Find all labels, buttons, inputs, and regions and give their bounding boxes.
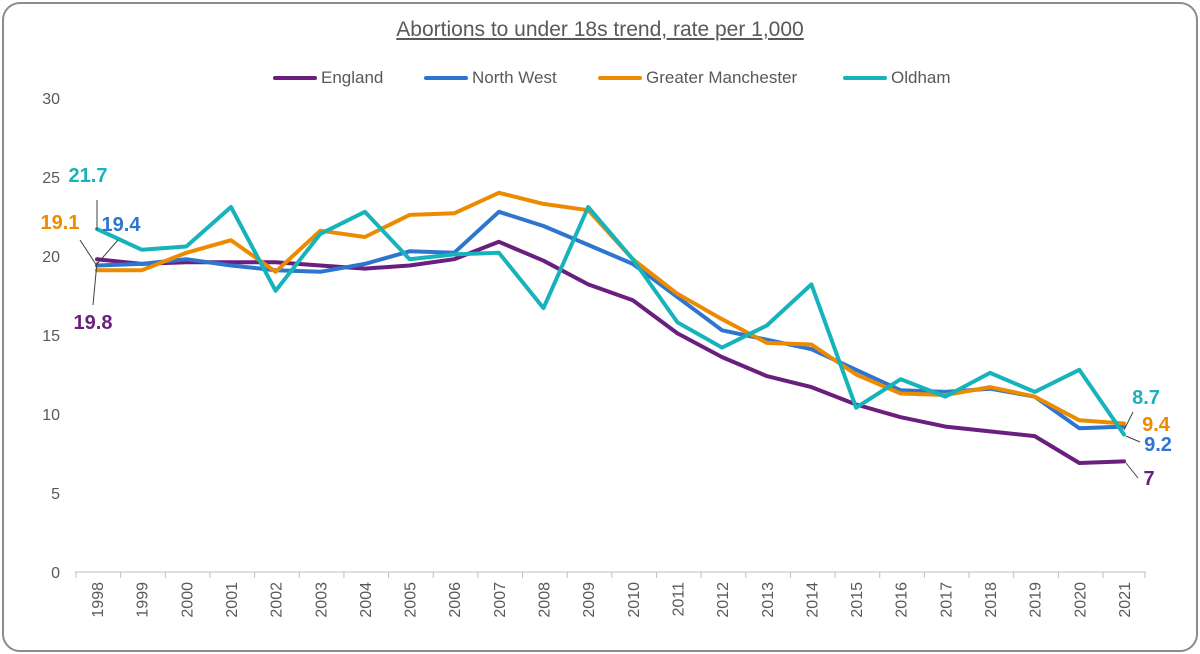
x-tick-label: 2014 (804, 582, 821, 618)
x-tick-label: 2000 (179, 582, 196, 618)
x-tick-label: 1998 (90, 582, 107, 618)
y-tick-label: 30 (42, 91, 60, 108)
x-tick-label: 2001 (224, 582, 241, 618)
data-label-oldham-2021: 8.7 (1132, 387, 1160, 409)
y-tick-label: 10 (42, 407, 60, 424)
legend-item-england: England (273, 67, 383, 89)
data-label-leader (1123, 411, 1134, 431)
legend-label-greater-manchester: Greater Manchester (646, 68, 798, 87)
legend-swatch-greater-manchester (598, 76, 642, 80)
data-label-north-west-1998: 19.4 (102, 214, 142, 236)
chart-title: Abortions to under 18s trend, rate per 1… (396, 18, 804, 41)
x-tick-label: 2019 (1028, 582, 1045, 618)
x-tick-label: 2018 (983, 582, 1000, 618)
y-tick-label: 20 (42, 249, 60, 266)
legend-label-england: England (321, 68, 384, 87)
series-line-greater-manchester (95, 190, 1126, 426)
x-tick-label: 2017 (938, 582, 955, 618)
series-line-england (95, 239, 1126, 465)
data-label-north-west-2021: 9.2 (1144, 434, 1172, 456)
legend-item-oldham: Oldham (843, 67, 951, 89)
data-label-greater-manchester-2021: 9.4 (1142, 414, 1171, 436)
data-label-leader (96, 239, 119, 265)
series-line-oldham (95, 205, 1126, 437)
x-tick-label: 2005 (403, 582, 420, 618)
x-tick-label: 2013 (760, 582, 777, 618)
x-tick-label: 2010 (626, 582, 643, 618)
data-label-england-1998: 19.8 (74, 312, 113, 334)
x-tick-label: 2020 (1072, 582, 1089, 618)
y-tick-label: 15 (42, 328, 60, 345)
data-label-england-2021: 7 (1143, 468, 1154, 490)
legend-label-oldham: Oldham (891, 68, 951, 87)
chart-legend: England North West Greater Manchester Ol… (0, 67, 1200, 89)
data-label-oldham-1998: 21.7 (69, 165, 108, 187)
x-tick-label: 2015 (849, 582, 866, 618)
x-tick-label: 2012 (715, 582, 732, 618)
legend-swatch-oldham (843, 76, 887, 80)
x-tick-label: 2016 (894, 582, 911, 618)
x-tick-label: 2006 (447, 582, 464, 618)
legend-label-north-west: North West (472, 68, 557, 87)
x-tick-label: 2002 (269, 582, 286, 618)
x-tick-label: 2003 (313, 582, 330, 618)
y-tick-label: 0 (51, 565, 60, 582)
data-label-leader (79, 239, 98, 267)
x-tick-label: 2009 (581, 582, 598, 618)
legend-item-north-west: North West (424, 67, 557, 89)
x-tick-label: 2021 (1117, 582, 1134, 618)
x-tick-label: 2011 (670, 582, 687, 617)
legend-item-greater-manchester: Greater Manchester (598, 67, 797, 89)
y-tick-label: 25 (42, 170, 60, 187)
legend-swatch-north-west (424, 76, 468, 80)
y-tick-label: 5 (51, 486, 60, 503)
x-tick-label: 2007 (492, 582, 509, 618)
data-label-leader (1125, 435, 1141, 443)
data-label-leader (92, 261, 98, 306)
x-tick-label: 1999 (135, 582, 152, 618)
x-tick-label: 2008 (537, 582, 554, 618)
data-label-leader (1125, 462, 1139, 479)
data-label-greater-manchester-1998: 19.1 (41, 212, 80, 234)
x-tick-label: 2004 (358, 582, 375, 618)
legend-swatch-england (273, 76, 317, 80)
